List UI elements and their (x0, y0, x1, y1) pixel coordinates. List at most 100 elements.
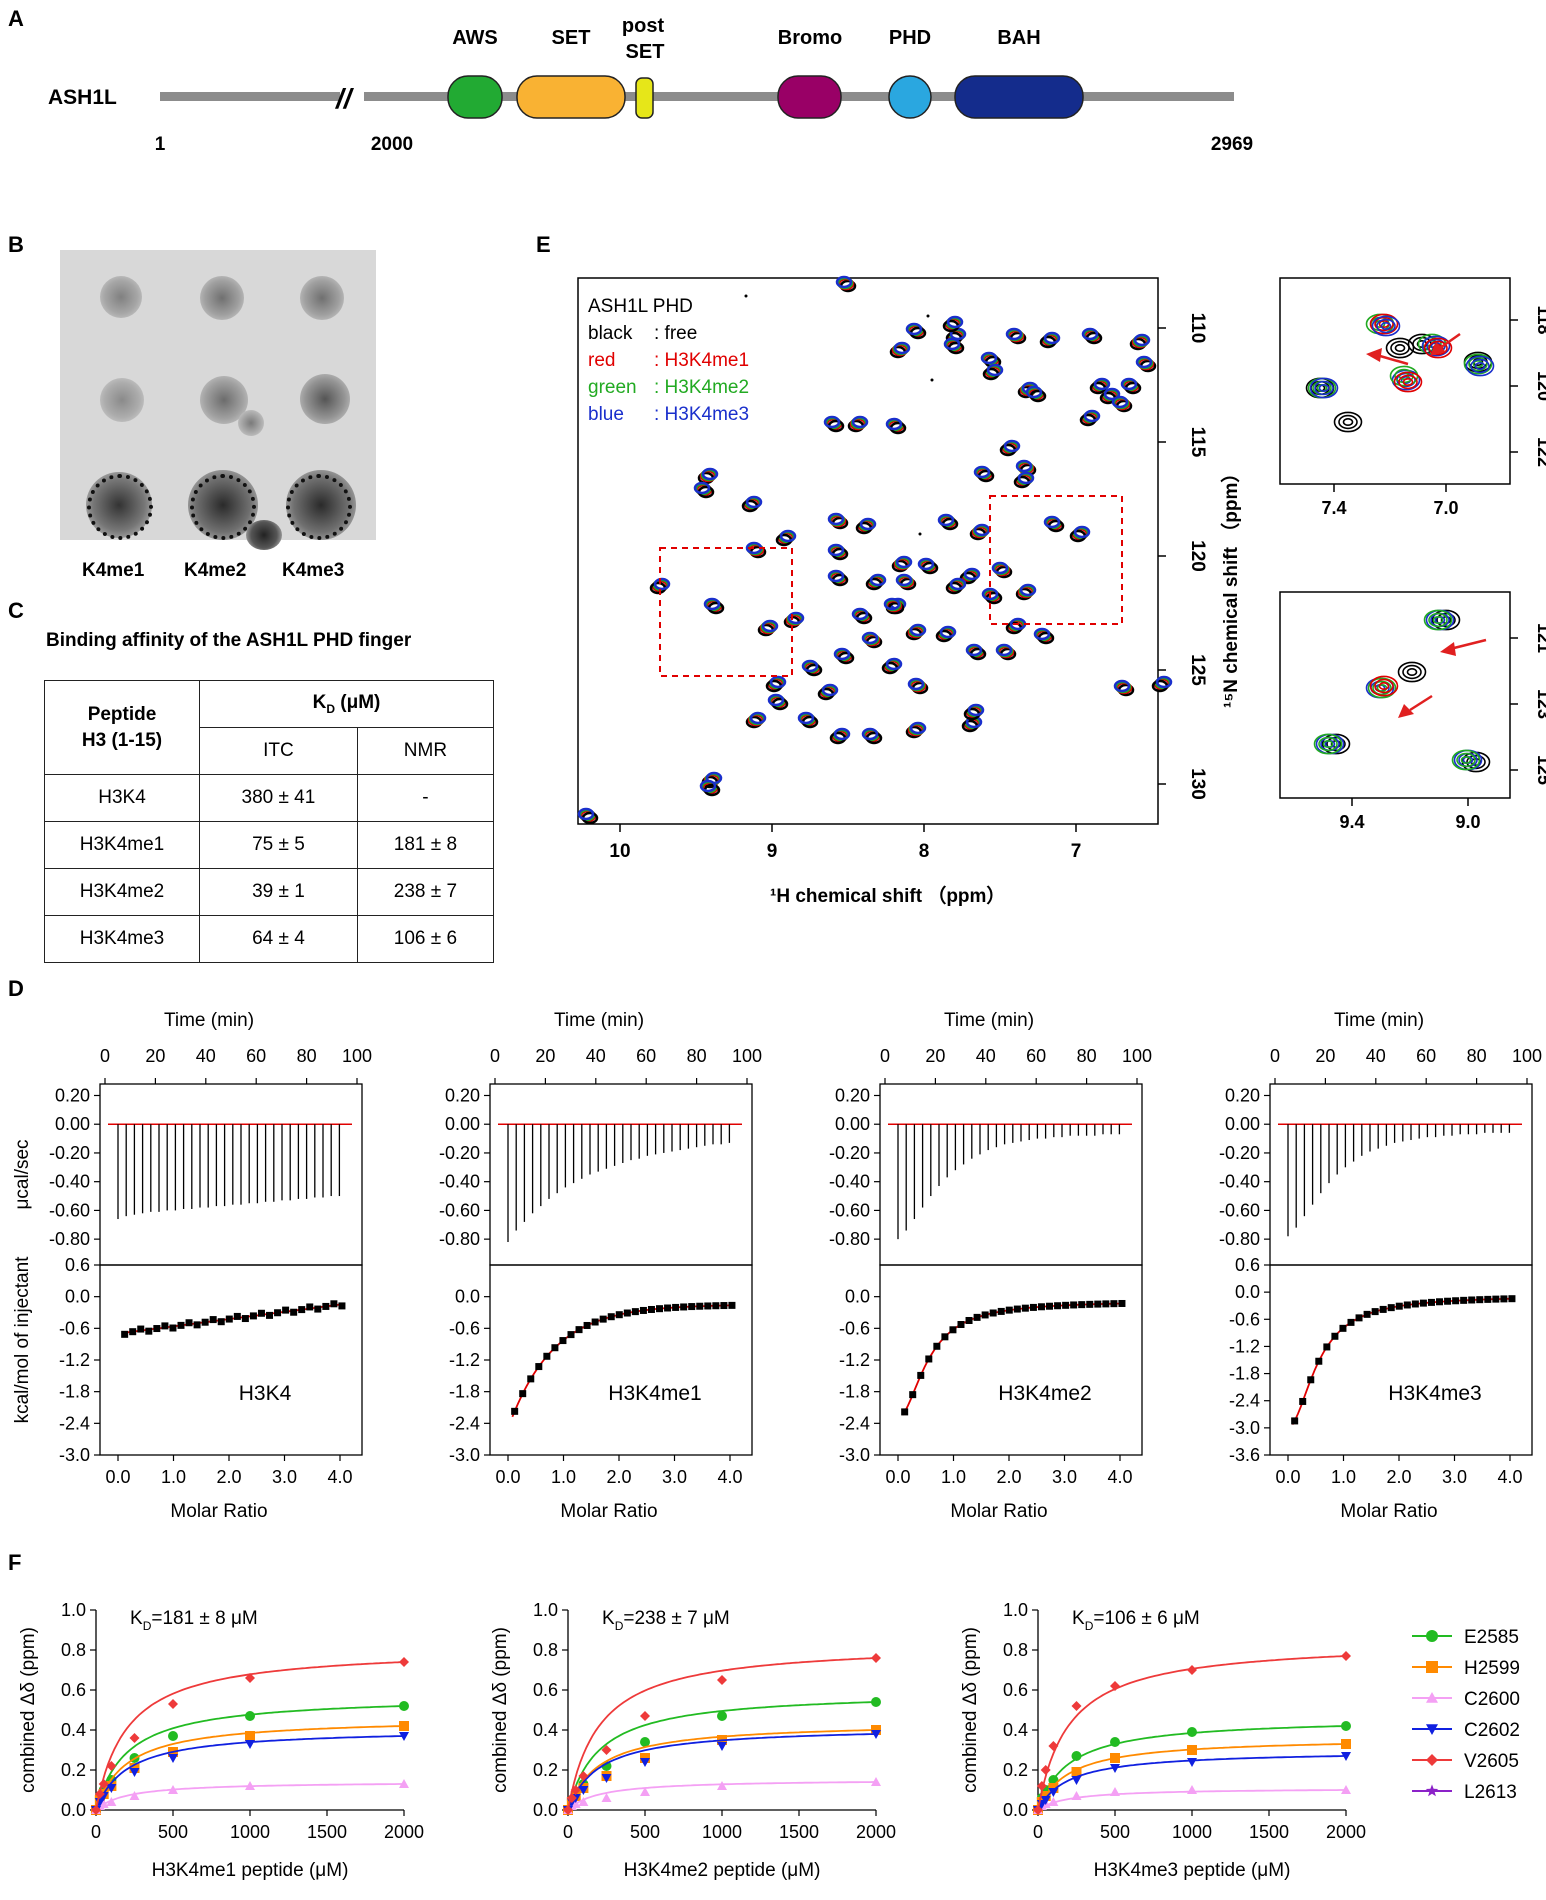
bottom-y-tick-label: -0.6 (1229, 1309, 1260, 1329)
time-tick-label: 40 (1366, 1046, 1386, 1066)
data-point (631, 1308, 639, 1316)
data-point (1476, 1296, 1484, 1304)
data-point-c2602 (1071, 1776, 1082, 1785)
hsqc-peak (1025, 385, 1043, 399)
data-point (1102, 1300, 1110, 1308)
y-tick-label: 0.0 (61, 1800, 86, 1820)
cell-peptide: H3K4me1 (44, 821, 200, 869)
hsqc-peak (833, 727, 851, 741)
hsqc-peak (861, 727, 879, 741)
hsqc-peak (749, 711, 767, 725)
panel-letter-f: F (8, 1550, 22, 1575)
data-point (1460, 1296, 1468, 1304)
legend-desc: : H3K4me3 (654, 404, 749, 425)
data-point (1347, 1318, 1355, 1326)
hsqc-peak (1120, 377, 1138, 391)
y-tick-label: 125 (1187, 654, 1208, 686)
bottom-y-tick-label: -3.0 (839, 1445, 870, 1465)
inset-peak (1451, 749, 1481, 771)
top-y-tick-label: -0.80 (49, 1229, 90, 1249)
inset-peak (1402, 378, 1414, 387)
panel-letter-a: A (8, 6, 24, 31)
x-axis: 10 9 8 7 (609, 824, 1081, 862)
legend-name: ASH1L PHD (588, 296, 693, 317)
data-point-v2605 (717, 1675, 727, 1685)
ratio-tick-label: 2.0 (996, 1467, 1021, 1487)
hsqc-spectrum: ASH1L PHD black: free red: H3K4me1 green: H… (577, 275, 1546, 907)
data-point (1395, 1302, 1403, 1310)
inset-peak (1470, 358, 1490, 374)
legend-label: L2613 (1464, 1782, 1517, 1803)
position-end: 2969 (1211, 134, 1253, 155)
x-tick-label: 0 (1033, 1822, 1043, 1842)
hsqc-artifact (926, 314, 930, 318)
data-point-c2602 (129, 1768, 140, 1777)
data-point (322, 1302, 330, 1310)
y-tick-label: 0.2 (1003, 1760, 1028, 1780)
table-row: H3K4 380 ± 41 - (44, 774, 495, 822)
data-point (696, 1302, 704, 1310)
header-kd-sub: D (326, 701, 335, 716)
y-tick-label: 0.4 (61, 1720, 86, 1740)
data-point-v2605 (566, 1793, 577, 1803)
data-point (1005, 1306, 1013, 1314)
inset-peak (1397, 661, 1427, 683)
hsqc-peak (801, 659, 819, 673)
bottom-y-tick-label: -0.6 (449, 1318, 480, 1338)
legend-desc: : H3K4me1 (654, 350, 749, 371)
hsqc-peak (917, 557, 935, 571)
hsqc-peak (885, 417, 903, 431)
y-tick-label: 0.6 (61, 1680, 86, 1700)
y-tick-label: 120 (1187, 540, 1208, 572)
data-point (1054, 1302, 1062, 1310)
itc-top-frame (879, 1083, 1143, 1266)
cell-peptide: H3K4me3 (44, 915, 200, 963)
dot-blot-membrane (60, 250, 376, 550)
shift-arrow (1439, 332, 1461, 350)
panel-letter-b: B (8, 232, 24, 257)
hsqc-peak (1111, 395, 1129, 409)
legend-desc: : H3K4me2 (654, 377, 749, 398)
inset-peak (1318, 736, 1338, 752)
data-point (169, 1324, 177, 1332)
itc-panel: Time (min)0 20 40 60 80 1000.200.00-0.20-0.40… (12, 1010, 1542, 1522)
data-point-c2600 (98, 1799, 109, 1808)
inset-peak (1333, 411, 1363, 433)
nmr-chart-2: 0.0 0.2 0.4 0.6 0.8 1.0 0 500 1000 1500 2000 H3K4me… (960, 1600, 1366, 1881)
data-point (1046, 1302, 1054, 1310)
blot-label-k4me2: K4me2 (184, 560, 247, 581)
data-point-v2605 (1048, 1741, 1059, 1751)
top-y-tick-label: 0.00 (445, 1114, 480, 1134)
zoom-box-left (659, 547, 793, 677)
data-point (599, 1315, 607, 1323)
data-point-c2600 (245, 1781, 255, 1790)
header-peptide-line2: H3 (1-15) (81, 729, 163, 751)
data-point-c2600 (1048, 1797, 1059, 1806)
hsqc-peak (821, 683, 839, 697)
hsqc-peak (943, 337, 961, 351)
fit-curve-e2585 (95, 1705, 405, 1811)
data-point-h2599 (399, 1721, 409, 1731)
y-tick-label: 110 (1187, 313, 1208, 344)
y-tick-label: 1.0 (1003, 1600, 1028, 1620)
data-point (225, 1315, 233, 1323)
cell-peptide: H3K4 (44, 774, 200, 822)
data-point-h2599 (1341, 1739, 1351, 1749)
inset-peak (1374, 678, 1394, 694)
hsqc-peak (946, 315, 964, 329)
hsqc-peak (787, 611, 805, 625)
itc-bottom-frame (489, 1264, 753, 1456)
data-point-h2599 (1187, 1745, 1197, 1755)
inset-axes: 7.4 7.0 118 120 122 9.4 9.0 121 123 125 (1321, 305, 1546, 832)
inset-peak (1338, 414, 1358, 430)
inset-y-tick-label: 120 (1534, 371, 1546, 401)
data-point-e2585 (245, 1711, 255, 1721)
hsqc-peak (779, 529, 797, 543)
data-point (1315, 1357, 1323, 1365)
data-point-v2605 (578, 1771, 589, 1781)
ratio-tick-label: 1.0 (941, 1467, 966, 1487)
ratio-tick-label: 3.0 (1442, 1467, 1467, 1487)
hsqc-peak (1003, 439, 1021, 453)
table-title: Binding affinity of the ASH1L PHD finger (46, 630, 412, 651)
hsqc-peak (1005, 327, 1023, 341)
